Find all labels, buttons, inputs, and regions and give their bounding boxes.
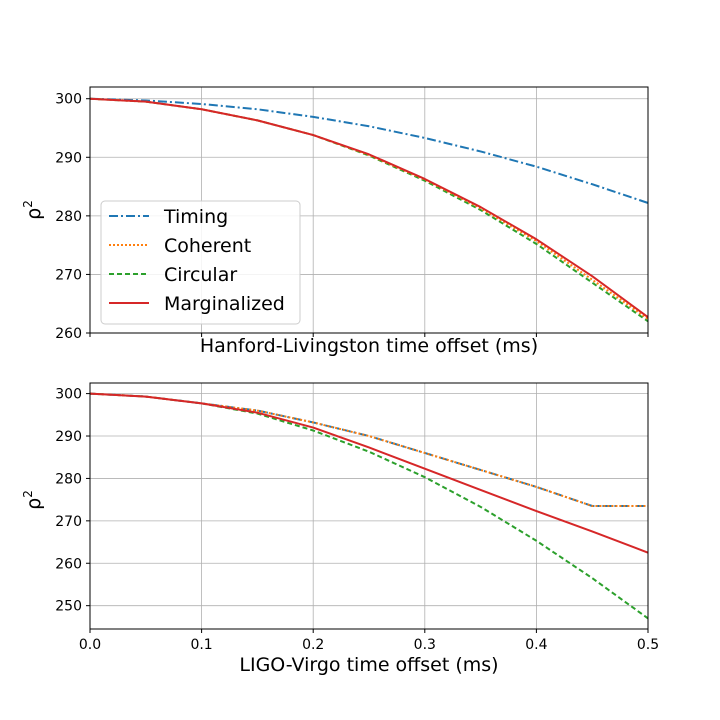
legend-label-timing: Timing bbox=[163, 206, 228, 228]
top-ytick-label: 260 bbox=[55, 326, 82, 342]
bottom-xtick-label: 0.2 bbox=[302, 637, 324, 653]
bottom-ticks: 0.0 0.1 0.2 0.3 0.4 0.5 250 260 270 280 290 300 bbox=[55, 387, 659, 653]
bottom-series-coherent-line bbox=[89, 392, 648, 507]
bottom-ylabel: ρ2 bbox=[21, 490, 45, 510]
bottom-ytick-label: 260 bbox=[55, 556, 82, 572]
bottom-axes-frame bbox=[89, 382, 649, 630]
bottom-ytick-label: 300 bbox=[55, 387, 82, 403]
legend-label-marginalized: Marginalized bbox=[164, 293, 285, 315]
bottom-xtick-label: 0.4 bbox=[525, 637, 547, 653]
legend-label-coherent: Coherent bbox=[164, 235, 251, 257]
top-ytick-label: 290 bbox=[55, 150, 82, 166]
top-ticks: 260 270 280 290 300 bbox=[55, 92, 649, 342]
top-lines bbox=[89, 97, 649, 323]
top-axes-frame bbox=[89, 86, 649, 334]
top-ylabel: ρ2 bbox=[21, 200, 45, 220]
bottom-ytick-label: 290 bbox=[55, 429, 82, 445]
bottom-xtick-label: 0.5 bbox=[637, 637, 659, 653]
top-series-circular-line bbox=[89, 97, 649, 323]
bottom-lines bbox=[89, 392, 649, 620]
legend-box bbox=[100, 200, 301, 325]
top-series-timing-line bbox=[89, 97, 649, 204]
top-xlabel: Hanford-Livingston time offset (ms) bbox=[200, 335, 538, 357]
top-series-marginalized-line bbox=[89, 97, 649, 318]
bottom-series-marginalized-line bbox=[89, 392, 649, 554]
bottom-ytick-label: 270 bbox=[55, 514, 82, 530]
bottom-grid bbox=[89, 383, 649, 629]
bottom-series-circular-line bbox=[89, 392, 649, 620]
bottom-ytick-label: 250 bbox=[55, 599, 82, 615]
bottom-xtick-label: 0.3 bbox=[414, 637, 436, 653]
legend-entries bbox=[109, 215, 149, 304]
top-ytick-label: 300 bbox=[55, 92, 82, 108]
top-ytick-label: 280 bbox=[55, 209, 82, 225]
top-ytick-label: 270 bbox=[55, 267, 82, 283]
legend-label-circular: Circular bbox=[164, 264, 237, 286]
bottom-series-timing-line bbox=[89, 392, 648, 507]
bottom-ytick-label: 280 bbox=[55, 471, 82, 487]
bottom-panel: 0.0 0.1 0.2 0.3 0.4 0.5 250 260 270 280 290 300 LIG… bbox=[21, 382, 659, 676]
bottom-xtick-label: 0.1 bbox=[190, 637, 212, 653]
bottom-xtick-label: 0.0 bbox=[79, 637, 101, 653]
legend: Timing Coherent Circular Marginalized bbox=[100, 200, 301, 325]
top-panel: 260 270 280 290 300 Hanford-Livingston time … bbox=[21, 86, 649, 357]
bottom-xlabel: LIGO-Virgo time offset (ms) bbox=[239, 654, 498, 676]
